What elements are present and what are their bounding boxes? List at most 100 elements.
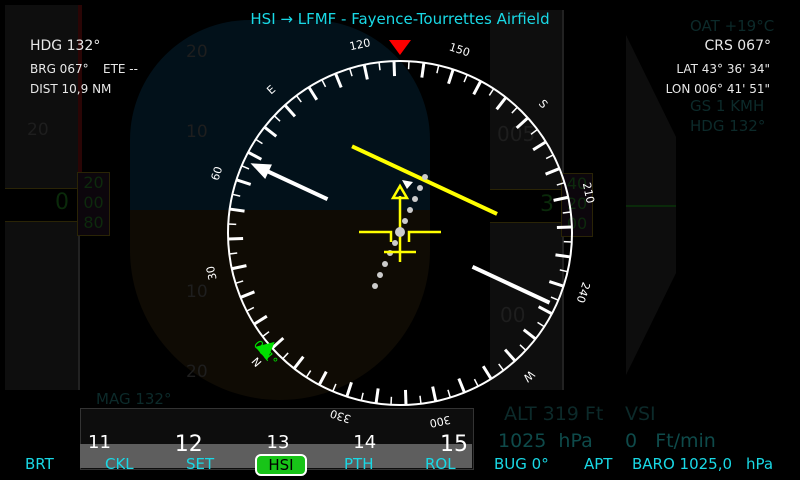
compass-tick bbox=[498, 363, 505, 371]
compass-tick bbox=[403, 389, 408, 405]
compass-label: 330 bbox=[329, 407, 353, 426]
compass-tick bbox=[239, 290, 255, 299]
page-title: HSI → LFMF - Fayence-Tourrettes Airfield bbox=[250, 10, 550, 28]
compass-tick bbox=[522, 328, 537, 341]
compass-ticks bbox=[228, 61, 572, 405]
compass-tick bbox=[292, 355, 305, 370]
track-dot bbox=[382, 261, 388, 267]
compass-tick bbox=[263, 125, 278, 138]
baro-button[interactable]: BARO 1025,0 bbox=[632, 455, 733, 473]
course-pointer bbox=[250, 144, 551, 305]
alt-main: 3 bbox=[540, 192, 554, 217]
compass-tick bbox=[332, 383, 337, 392]
track-dot bbox=[392, 240, 398, 246]
ete-readout: ETE -- bbox=[103, 62, 138, 76]
pth-button[interactable]: PTH bbox=[344, 455, 374, 473]
compass-tick bbox=[231, 264, 247, 271]
compass-label: 60 bbox=[209, 165, 226, 182]
compass-tick bbox=[481, 365, 493, 380]
hpa-button[interactable]: hPa bbox=[746, 455, 774, 473]
compass-tick bbox=[295, 95, 302, 103]
compass-label: 210 bbox=[580, 181, 597, 204]
compass-tick bbox=[436, 65, 440, 74]
compass-tick bbox=[447, 68, 455, 85]
compass-label: 30 bbox=[204, 265, 220, 281]
bug-button[interactable]: BUG 0° bbox=[494, 455, 549, 473]
compass-ring bbox=[227, 60, 573, 406]
course-deviation-bar bbox=[351, 144, 498, 216]
gs-label: GS 1 KMH bbox=[690, 97, 765, 115]
speed-digit: 00 bbox=[83, 193, 104, 212]
compass-tick bbox=[317, 370, 328, 386]
apt-button[interactable]: APT bbox=[584, 455, 613, 473]
heading-tape-number: 11 bbox=[88, 432, 111, 453]
alt-label: ALT 319 Ft bbox=[504, 403, 604, 425]
compass-tick bbox=[511, 106, 518, 114]
compass-tick bbox=[241, 165, 250, 170]
compass-tick bbox=[362, 64, 369, 80]
speed-red-band bbox=[78, 5, 82, 175]
track-dot bbox=[412, 196, 418, 202]
compass-tick bbox=[495, 96, 508, 111]
compass-tick bbox=[334, 72, 343, 88]
compass-tick bbox=[537, 305, 553, 316]
compass-label: W bbox=[520, 368, 537, 385]
compass-tick bbox=[307, 86, 319, 101]
compass-tick bbox=[556, 181, 565, 186]
compass-label: 300 bbox=[428, 413, 451, 430]
compass-tick bbox=[262, 331, 270, 338]
compass-label: E bbox=[264, 83, 278, 97]
compass-tick bbox=[431, 386, 438, 402]
hdg-readout: HDG 132° bbox=[30, 38, 101, 54]
compass-tick bbox=[532, 140, 547, 152]
bg-hdg-label: HDG 132° bbox=[690, 117, 766, 135]
speed-drum: 20 00 80 bbox=[77, 172, 110, 236]
compass-tick bbox=[530, 128, 538, 135]
compass-label: 150 bbox=[447, 40, 471, 59]
compass-tick bbox=[271, 336, 285, 350]
set-button[interactable]: SET bbox=[186, 455, 215, 473]
track-dot bbox=[422, 174, 428, 180]
compass-tick bbox=[519, 344, 527, 351]
alt-window bbox=[490, 189, 562, 223]
ckl-button[interactable]: CKL bbox=[105, 455, 134, 473]
compass-tick bbox=[255, 138, 263, 145]
pitch-label: 10 bbox=[186, 282, 208, 302]
course-tail bbox=[471, 264, 551, 305]
dist-readout: DIST 10,9 NM bbox=[30, 82, 112, 96]
compass-tick bbox=[232, 193, 241, 197]
compass-tick bbox=[345, 381, 353, 398]
compass-tick bbox=[374, 388, 380, 404]
rol-button[interactable]: ROL bbox=[425, 455, 456, 473]
track-dot bbox=[407, 207, 413, 213]
compass-tick bbox=[537, 321, 545, 328]
compass-tick bbox=[321, 79, 327, 88]
compass-tick bbox=[348, 68, 353, 77]
brg-readout: BRG 067° bbox=[30, 62, 89, 76]
compass-tick bbox=[229, 207, 245, 213]
lon-readout: LON 006° 41' 51" bbox=[665, 82, 770, 96]
heading-tape-numbers: 11 12 13 14 15 bbox=[88, 432, 468, 457]
pitch-label: 20 bbox=[186, 362, 208, 382]
track-pointer-icon bbox=[402, 180, 413, 189]
heading-tape-number: 14 bbox=[353, 432, 377, 453]
brt-button[interactable]: BRT bbox=[25, 455, 54, 473]
compass-tick bbox=[305, 370, 312, 378]
heading-bug-triangle[interactable] bbox=[255, 341, 275, 361]
compass-tick bbox=[247, 150, 263, 161]
compass-tick bbox=[229, 252, 238, 255]
compass-tick bbox=[553, 195, 569, 202]
compass-tick bbox=[419, 395, 422, 404]
compass-tick bbox=[550, 296, 559, 301]
compass-tick bbox=[555, 253, 571, 259]
compass-tick bbox=[246, 306, 255, 312]
lat-readout: LAT 43° 36' 34" bbox=[676, 62, 770, 76]
pitch-label: 20 bbox=[186, 42, 208, 62]
alt-tape-label: 005 bbox=[497, 122, 536, 146]
speed-digit: 80 bbox=[83, 213, 104, 232]
track-dots bbox=[372, 174, 428, 289]
hsi-button[interactable]: HSI bbox=[255, 454, 307, 476]
oat-label: OAT +19°C bbox=[690, 17, 775, 35]
mag-label: MAG 132° bbox=[96, 390, 172, 408]
crs-readout: CRS 067° bbox=[704, 38, 771, 54]
